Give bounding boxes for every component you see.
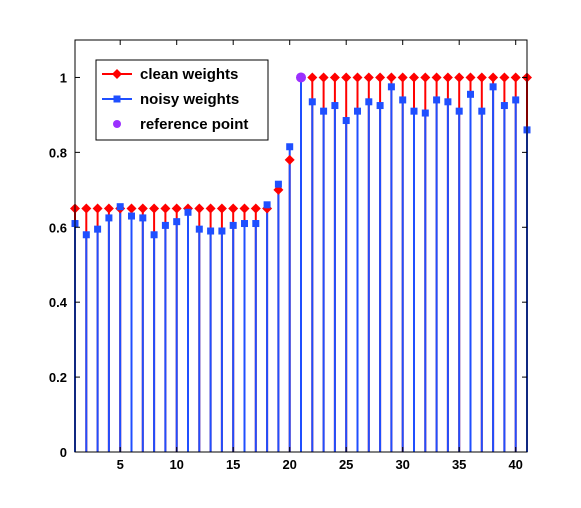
clean-weight-marker (160, 203, 171, 214)
clean-weight-marker (431, 72, 442, 83)
noisy-weight-marker (342, 117, 350, 125)
noisy-weight-marker (478, 107, 486, 115)
clean-weight-marker (341, 72, 352, 83)
clean-weight-marker (465, 72, 476, 83)
x-tick-label: 5 (117, 457, 124, 472)
y-tick-label: 1 (60, 70, 67, 85)
x-tick-label: 35 (452, 457, 466, 472)
x-tick-label: 15 (226, 457, 240, 472)
legend-noisy-label: noisy weights (140, 91, 239, 108)
clean-weight-marker (397, 72, 408, 83)
clean-weight-marker (81, 203, 92, 214)
noisy-weight-marker (116, 203, 124, 211)
noisy-weight-marker (421, 109, 429, 117)
x-tick-label: 40 (508, 457, 522, 472)
noisy-weight-marker (320, 107, 328, 115)
noisy-weight-marker (252, 220, 260, 228)
noisy-weight-marker (241, 220, 248, 228)
clean-weight-marker (103, 203, 114, 214)
clean-weight-marker (239, 203, 250, 214)
clean-weight-marker (149, 203, 160, 214)
x-tick-label: 25 (339, 457, 353, 472)
noisy-weight-marker (331, 102, 339, 110)
markers-layer (70, 72, 532, 239)
x-tick-label: 30 (395, 457, 409, 472)
clean-weight-marker (409, 72, 419, 83)
clean-weight-marker (205, 203, 216, 214)
noisy-weight-marker (94, 225, 102, 233)
stems-layer (74, 77, 528, 452)
noisy-weight-marker (489, 83, 497, 91)
noisy-weight-marker (195, 225, 203, 233)
noisy-weight-marker (184, 208, 192, 216)
clean-weight-marker (454, 72, 465, 83)
clean-weight-marker (442, 72, 453, 83)
legend-reference-label: reference point (140, 116, 248, 133)
noisy-weight-marker (218, 227, 226, 235)
clean-weight-marker (386, 72, 397, 83)
legend-clean-label: clean weights (140, 66, 238, 83)
clean-weight-marker (194, 203, 205, 214)
clean-weight-marker (307, 72, 318, 83)
noisy-weight-marker (455, 107, 463, 115)
y-tick-label: 0.4 (49, 295, 68, 310)
x-tick-label: 20 (282, 457, 296, 472)
clean-weight-marker (126, 203, 137, 214)
clean-weight-marker (329, 72, 340, 83)
noisy-weight-marker (105, 214, 113, 222)
noisy-weight-marker (387, 83, 395, 91)
noisy-weight-marker (150, 231, 158, 239)
legend-clean-marker (112, 69, 122, 79)
clean-weight-marker (318, 72, 329, 83)
y-tick-label: 0.2 (49, 370, 67, 385)
noisy-weight-marker (376, 102, 384, 110)
noisy-weight-marker (286, 143, 294, 151)
noisy-weight-marker (433, 96, 441, 104)
clean-weight-marker (488, 72, 499, 83)
noisy-weight-marker (263, 201, 271, 209)
noisy-weight-marker (308, 98, 316, 106)
clean-weight-marker (171, 203, 182, 214)
clean-weight-marker (476, 72, 487, 83)
reference-point-marker (296, 72, 306, 83)
noisy-weight-marker (161, 221, 169, 229)
clean-weight-marker (420, 72, 431, 83)
noisy-weight-marker (512, 96, 520, 104)
clean-weight-marker (375, 72, 386, 83)
clean-weight-marker (228, 203, 239, 214)
noisy-weight-marker (467, 90, 474, 98)
clean-weight-marker (352, 72, 363, 83)
legend-reference-marker (113, 120, 121, 128)
noisy-weight-marker (354, 107, 361, 115)
clean-weight-marker (284, 154, 295, 165)
clean-weight-marker (499, 72, 510, 83)
noisy-weight-marker (274, 180, 282, 188)
legend: clean weights noisy weights reference poin… (95, 59, 269, 141)
noisy-weight-marker (229, 221, 237, 229)
noisy-weight-marker (399, 96, 407, 104)
clean-weight-marker (92, 203, 103, 214)
noisy-weight-marker (128, 212, 135, 220)
noisy-weight-marker (139, 214, 147, 222)
clean-weight-marker (250, 203, 261, 214)
clean-weight-marker (510, 72, 521, 83)
ticks-layer: 5 10 15 20 25 30 35 40 0 0.2 0.4 0.6 0.8 1 (49, 40, 527, 472)
legend-noisy-marker (113, 95, 121, 103)
clean-weight-marker (363, 72, 374, 83)
y-tick-label: 0 (60, 445, 67, 460)
y-tick-label: 0.8 (49, 145, 67, 160)
noisy-weight-marker (82, 231, 90, 239)
noisy-weight-marker (444, 98, 452, 106)
clean-weight-marker (137, 203, 148, 214)
noisy-weight-marker (500, 102, 508, 110)
noisy-weight-marker (365, 98, 373, 106)
noisy-weight-marker (410, 107, 418, 115)
noisy-weight-marker (207, 227, 215, 235)
y-tick-label: 0.6 (49, 220, 67, 235)
x-tick-label: 10 (169, 457, 183, 472)
clean-weight-marker (216, 203, 227, 214)
noisy-weight-marker (173, 218, 181, 226)
axes-box (74, 39, 528, 453)
